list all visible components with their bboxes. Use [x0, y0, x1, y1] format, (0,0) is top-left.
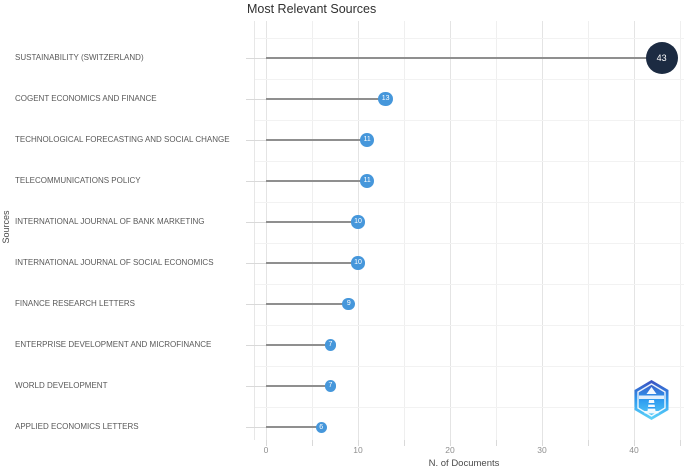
- data-point[interactable]: 13: [378, 91, 394, 107]
- x-gridline-minor: [588, 21, 589, 440]
- x-gridline-minor: [496, 21, 497, 440]
- lollipop-stem: [266, 303, 349, 305]
- x-axis-tick: [680, 440, 681, 446]
- y-gridline-minor: [254, 201, 684, 203]
- lollipop-stem: [266, 139, 368, 141]
- y-gridline-minor: [254, 324, 684, 326]
- x-axis-tick: [634, 440, 635, 446]
- y-axis-tick: [246, 222, 266, 223]
- y-axis-tick: [246, 427, 266, 428]
- category-label: SUSTAINABILITY (SWITZERLAND): [15, 53, 144, 62]
- y-axis-tick: [246, 304, 266, 305]
- data-point[interactable]: 6: [315, 421, 327, 433]
- x-axis-tick: [404, 440, 405, 446]
- category-label: APPLIED ECONOMICS LETTERS: [15, 422, 139, 431]
- x-tick-label: 0: [263, 445, 269, 455]
- x-gridline-minor: [680, 21, 681, 440]
- y-axis-tick: [246, 99, 266, 100]
- y-gridline-minor: [254, 283, 684, 285]
- data-point[interactable]: 7: [324, 380, 337, 392]
- category-label: INTERNATIONAL JOURNAL OF BANK MARKETING: [15, 217, 205, 226]
- y-gridline-minor: [254, 365, 684, 367]
- x-axis-tick: [358, 440, 359, 446]
- category-label: FINANCE RESEARCH LETTERS: [15, 299, 136, 308]
- y-axis-tick: [246, 181, 266, 182]
- y-axis-line: [254, 21, 255, 440]
- lollipop-stem: [266, 385, 331, 387]
- x-tick-label: 30: [537, 445, 547, 455]
- x-gridline-major: [266, 21, 267, 440]
- category-label: TELECOMMUNICATIONS POLICY: [15, 176, 141, 185]
- y-axis-tick: [246, 140, 266, 141]
- x-axis-tick: [588, 440, 589, 446]
- data-point[interactable]: 43: [645, 42, 678, 74]
- lollipop-stem: [266, 221, 358, 223]
- x-gridline-minor: [312, 21, 313, 440]
- x-axis-tick: [266, 440, 267, 446]
- x-tick-label: 10: [353, 445, 363, 455]
- category-label: INTERNATIONAL JOURNAL OF SOCIAL ECONOMIC…: [15, 258, 214, 267]
- x-axis-tick: [496, 440, 497, 446]
- y-gridline-minor: [254, 37, 684, 39]
- y-gridline-minor: [254, 119, 684, 121]
- x-tick-label: 40: [629, 445, 639, 455]
- data-point[interactable]: 9: [342, 297, 356, 311]
- x-gridline-major: [358, 21, 359, 440]
- lollipop-stem: [266, 262, 358, 264]
- chart-title: Most Relevant Sources: [247, 2, 377, 16]
- lollipop-stem: [266, 344, 331, 346]
- category-label: WORLD DEVELOPMENT: [15, 381, 108, 390]
- lollipop-stem: [266, 180, 368, 182]
- category-label: TECHNOLOGICAL FORECASTING AND SOCIAL CHA…: [15, 135, 230, 144]
- y-gridline-minor: [254, 78, 684, 80]
- x-tick-label: 20: [445, 445, 455, 455]
- y-axis-tick: [246, 345, 266, 346]
- data-point[interactable]: 10: [351, 215, 365, 229]
- x-axis-tick: [312, 440, 313, 446]
- lollipop-stem: [266, 426, 322, 428]
- lollipop-stem: [266, 57, 662, 59]
- y-axis-tick: [246, 386, 266, 387]
- x-axis-tick: [542, 440, 543, 446]
- y-gridline-minor: [254, 406, 684, 408]
- biblioshiny-logo-watermark: [634, 380, 669, 420]
- category-label: ENTERPRISE DEVELOPMENT AND MICROFINANCE: [15, 340, 212, 349]
- y-gridline-minor: [254, 242, 684, 244]
- data-point[interactable]: 11: [360, 174, 375, 188]
- y-axis-title: Sources: [1, 210, 11, 244]
- data-point[interactable]: 10: [351, 256, 365, 270]
- y-axis-tick: [246, 58, 266, 59]
- data-point[interactable]: 11: [360, 133, 375, 147]
- y-gridline-minor: [254, 160, 684, 162]
- x-gridline-major: [450, 21, 451, 440]
- lollipop-stem: [266, 98, 386, 100]
- x-gridline-major: [542, 21, 543, 440]
- x-gridline-minor: [404, 21, 405, 440]
- category-label: COGENT ECONOMICS AND FINANCE: [15, 94, 157, 103]
- x-axis-title: N. of Documents: [428, 458, 500, 469]
- data-point[interactable]: 7: [324, 339, 337, 351]
- y-axis-tick: [246, 263, 266, 264]
- x-gridline-major: [634, 21, 635, 440]
- x-axis-tick: [450, 440, 451, 446]
